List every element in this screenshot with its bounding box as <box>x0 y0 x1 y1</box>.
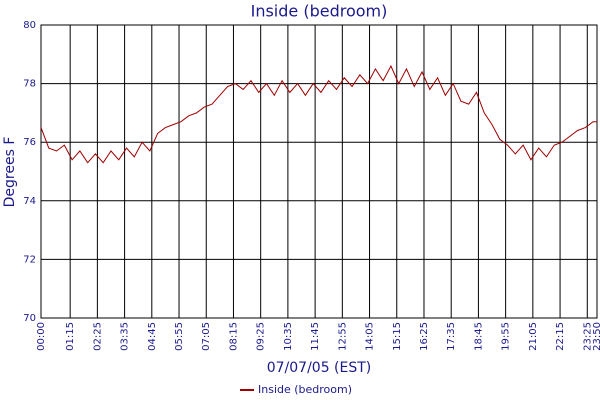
x-tick-label: 09:25 <box>256 322 267 351</box>
y-tick-label: 70 <box>23 313 36 324</box>
x-tick-label: 02:25 <box>92 322 103 351</box>
x-axis-label: 07/07/05 (EST) <box>267 360 372 376</box>
x-tick-label: 16:25 <box>419 322 430 351</box>
x-tick-label: 22:15 <box>555 322 566 351</box>
x-tick-label: 07:05 <box>201 322 212 351</box>
legend-label: Inside (bedroom) <box>258 383 352 396</box>
x-tick-label: 04:45 <box>147 322 158 351</box>
x-tick-label: 00:00 <box>36 322 47 351</box>
x-tick-label: 18:45 <box>473 322 484 351</box>
x-tick-label: 21:05 <box>528 322 539 351</box>
x-tick-label: 23:50 <box>592 322 600 351</box>
y-tick-label: 72 <box>23 254 36 265</box>
x-tick-label: 17:35 <box>446 322 457 351</box>
x-tick-label: 15:15 <box>392 322 403 351</box>
x-tick-label: 08:15 <box>228 322 239 351</box>
x-tick-label: 05:55 <box>174 322 185 351</box>
chart-title: Inside (bedroom) <box>251 2 388 21</box>
x-tick-label: 12:55 <box>337 322 348 351</box>
x-tick-label: 01:15 <box>65 322 76 351</box>
x-tick-label: 03:35 <box>120 322 131 351</box>
x-tick-label: 10:35 <box>283 322 294 351</box>
x-tick-label: 19:55 <box>501 322 512 351</box>
y-tick-label: 80 <box>23 20 36 31</box>
y-axis-label: Degrees F <box>2 137 18 208</box>
x-tick-label: 11:45 <box>310 322 321 351</box>
data-line <box>40 64 597 164</box>
y-tick-label: 74 <box>23 196 36 207</box>
x-tick-label: 23:25 <box>582 322 593 351</box>
y-tick-label: 78 <box>23 79 36 90</box>
y-tick-label: 76 <box>23 137 36 148</box>
x-tick-label: 14:05 <box>365 322 376 351</box>
plot-area <box>40 24 598 319</box>
